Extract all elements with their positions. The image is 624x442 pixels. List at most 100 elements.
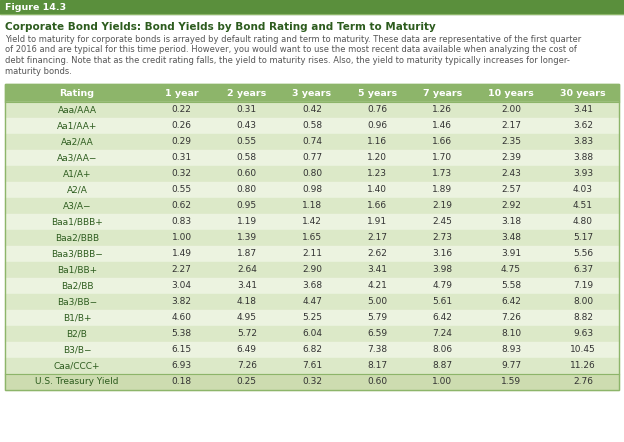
Text: 8.00: 8.00 xyxy=(573,297,593,306)
Text: 0.25: 0.25 xyxy=(237,377,257,386)
Text: 4.47: 4.47 xyxy=(302,297,322,306)
Text: 5.79: 5.79 xyxy=(367,313,388,323)
Text: 0.80: 0.80 xyxy=(302,169,322,179)
Text: 1.91: 1.91 xyxy=(367,217,388,226)
Text: 4.21: 4.21 xyxy=(368,282,387,290)
Text: 6.15: 6.15 xyxy=(172,346,192,354)
Text: 3.16: 3.16 xyxy=(432,249,452,259)
Text: 2.35: 2.35 xyxy=(501,137,521,146)
Text: 4.95: 4.95 xyxy=(237,313,257,323)
Bar xyxy=(5,294,619,310)
Text: 0.80: 0.80 xyxy=(236,186,257,194)
Text: 2.11: 2.11 xyxy=(302,249,322,259)
Text: 6.82: 6.82 xyxy=(302,346,322,354)
Text: 0.76: 0.76 xyxy=(367,106,388,114)
Text: 8.06: 8.06 xyxy=(432,346,452,354)
Text: 3.41: 3.41 xyxy=(237,282,257,290)
Text: 5.17: 5.17 xyxy=(573,233,593,243)
Text: maturity bonds.: maturity bonds. xyxy=(5,66,72,76)
Bar xyxy=(5,326,619,342)
Text: 5.56: 5.56 xyxy=(573,249,593,259)
Text: 7.24: 7.24 xyxy=(432,329,452,339)
Text: 1.65: 1.65 xyxy=(302,233,322,243)
Text: 0.60: 0.60 xyxy=(367,377,388,386)
Bar xyxy=(5,84,619,102)
Text: 0.29: 0.29 xyxy=(172,137,192,146)
Text: 1.49: 1.49 xyxy=(172,249,192,259)
Bar xyxy=(5,102,619,118)
Text: 0.31: 0.31 xyxy=(172,153,192,163)
Text: 2.19: 2.19 xyxy=(432,202,452,210)
Bar xyxy=(0,0,624,14)
Text: 7.26: 7.26 xyxy=(501,313,521,323)
Text: Ba3/BB−: Ba3/BB− xyxy=(57,297,97,306)
Text: 6.59: 6.59 xyxy=(367,329,388,339)
Text: 2.76: 2.76 xyxy=(573,377,593,386)
Text: 3.48: 3.48 xyxy=(501,233,521,243)
Text: 3.91: 3.91 xyxy=(501,249,521,259)
Text: 1.40: 1.40 xyxy=(367,186,387,194)
Bar xyxy=(5,198,619,214)
Text: B1/B+: B1/B+ xyxy=(63,313,91,323)
Text: 3.93: 3.93 xyxy=(573,169,593,179)
Text: 0.83: 0.83 xyxy=(172,217,192,226)
Text: 3 years: 3 years xyxy=(293,88,331,98)
Text: 11.26: 11.26 xyxy=(570,362,596,370)
Bar xyxy=(5,118,619,134)
Text: Corporate Bond Yields: Bond Yields by Bond Rating and Term to Maturity: Corporate Bond Yields: Bond Yields by Bo… xyxy=(5,22,436,32)
Text: 4.80: 4.80 xyxy=(573,217,593,226)
Text: 2.43: 2.43 xyxy=(501,169,521,179)
Text: 8.10: 8.10 xyxy=(501,329,521,339)
Text: 0.26: 0.26 xyxy=(172,122,192,130)
Bar xyxy=(5,246,619,262)
Bar xyxy=(5,278,619,294)
Text: 3.62: 3.62 xyxy=(573,122,593,130)
Text: 2.62: 2.62 xyxy=(368,249,387,259)
Text: Baa3/BBB−: Baa3/BBB− xyxy=(51,249,103,259)
Text: 0.55: 0.55 xyxy=(236,137,257,146)
Text: 10 years: 10 years xyxy=(488,88,534,98)
Text: 0.98: 0.98 xyxy=(302,186,322,194)
Text: 1.66: 1.66 xyxy=(432,137,452,146)
Text: 5.00: 5.00 xyxy=(367,297,388,306)
Text: 5.38: 5.38 xyxy=(172,329,192,339)
Text: 4.03: 4.03 xyxy=(573,186,593,194)
Text: 8.93: 8.93 xyxy=(501,346,521,354)
Text: 6.93: 6.93 xyxy=(172,362,192,370)
Text: 0.22: 0.22 xyxy=(172,106,192,114)
Text: 3.98: 3.98 xyxy=(432,266,452,274)
Text: 2.64: 2.64 xyxy=(237,266,256,274)
Text: Aa1/AA+: Aa1/AA+ xyxy=(57,122,97,130)
Text: 6.49: 6.49 xyxy=(237,346,257,354)
Text: 1.59: 1.59 xyxy=(501,377,521,386)
Bar xyxy=(5,84,619,390)
Text: Caa/CCC+: Caa/CCC+ xyxy=(54,362,100,370)
Text: Ba1/BB+: Ba1/BB+ xyxy=(57,266,97,274)
Text: A2/A: A2/A xyxy=(67,186,87,194)
Bar xyxy=(5,134,619,150)
Text: 3.88: 3.88 xyxy=(573,153,593,163)
Text: 2.57: 2.57 xyxy=(501,186,521,194)
Text: 0.77: 0.77 xyxy=(302,153,322,163)
Text: 1.73: 1.73 xyxy=(432,169,452,179)
Text: 0.31: 0.31 xyxy=(236,106,257,114)
Bar xyxy=(5,150,619,166)
Bar xyxy=(5,342,619,358)
Text: 0.55: 0.55 xyxy=(172,186,192,194)
Text: Aa3/AA−: Aa3/AA− xyxy=(57,153,97,163)
Bar xyxy=(5,310,619,326)
Text: B2/B: B2/B xyxy=(67,329,87,339)
Text: 2.45: 2.45 xyxy=(432,217,452,226)
Text: 0.18: 0.18 xyxy=(172,377,192,386)
Text: 2.00: 2.00 xyxy=(501,106,521,114)
Text: 0.32: 0.32 xyxy=(172,169,192,179)
Text: 7.61: 7.61 xyxy=(302,362,322,370)
Text: 1.89: 1.89 xyxy=(432,186,452,194)
Text: 0.42: 0.42 xyxy=(302,106,322,114)
Text: 8.82: 8.82 xyxy=(573,313,593,323)
Text: 7.19: 7.19 xyxy=(573,282,593,290)
Text: Yield to maturity for corporate bonds is arrayed by default rating and term to m: Yield to maturity for corporate bonds is… xyxy=(5,35,581,44)
Text: 1.87: 1.87 xyxy=(236,249,257,259)
Text: 2.73: 2.73 xyxy=(432,233,452,243)
Text: 9.77: 9.77 xyxy=(501,362,521,370)
